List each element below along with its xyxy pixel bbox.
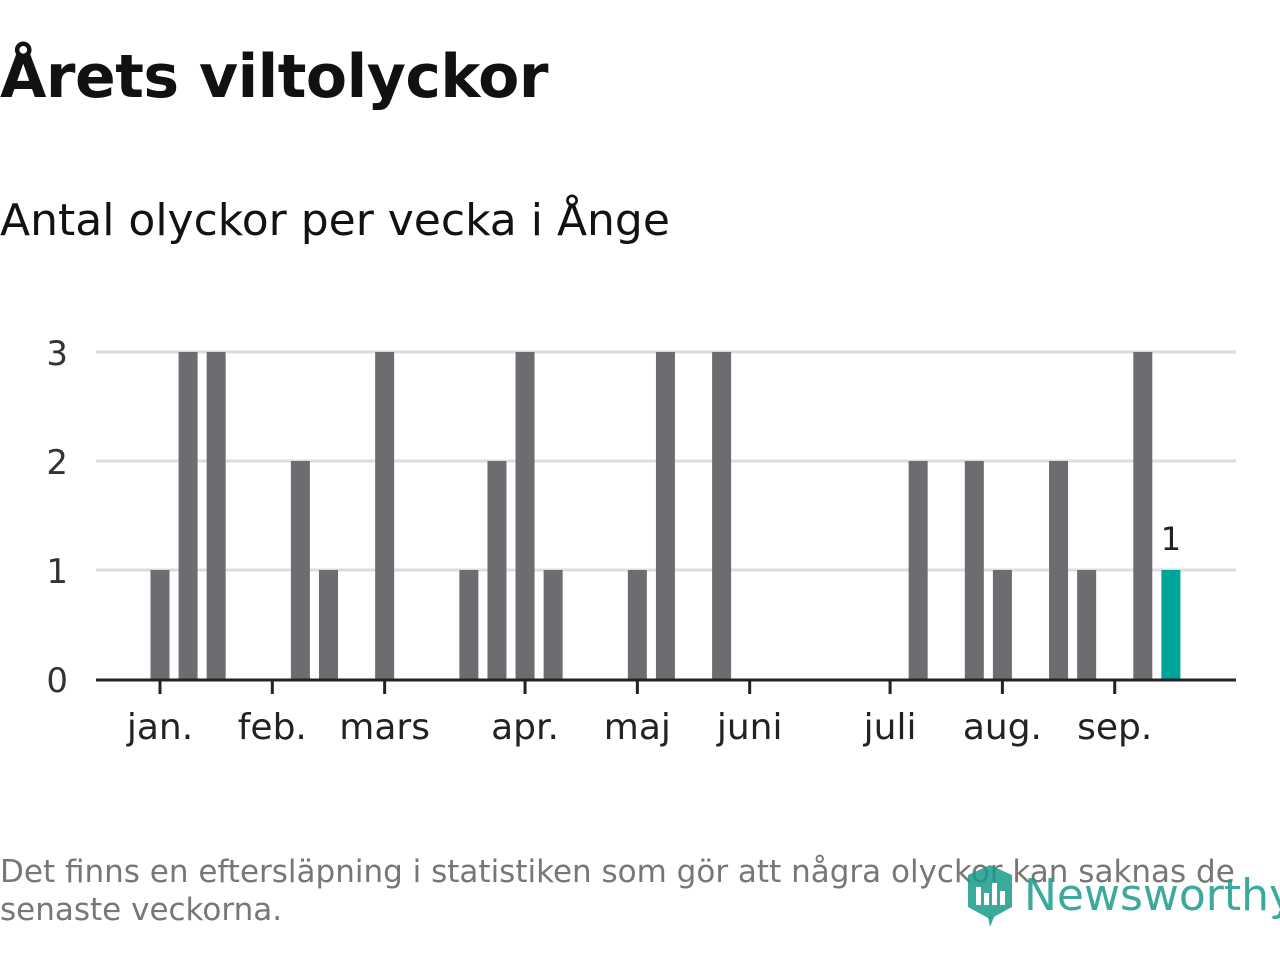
footnote: Det finns en eftersläpning i statistiken… <box>0 854 1235 928</box>
x-tick-label: aug. <box>963 707 1042 748</box>
bar-highlight <box>1161 570 1181 679</box>
bar <box>515 352 535 679</box>
bar <box>1049 461 1069 679</box>
bar <box>992 570 1012 679</box>
bar <box>655 352 675 679</box>
y-tick-label: 2 <box>46 443 68 483</box>
bar <box>206 352 226 679</box>
bar <box>1077 570 1097 679</box>
bar <box>487 461 507 679</box>
x-tick-label: juni <box>716 707 783 748</box>
newsworthy-logo: Newsworthy <box>964 860 1280 930</box>
bar <box>459 570 479 679</box>
x-tick-label: apr. <box>491 707 559 748</box>
y-tick-label: 0 <box>46 661 68 701</box>
bar <box>290 461 310 679</box>
newsworthy-logo-icon <box>968 865 1012 927</box>
bar <box>375 352 395 679</box>
bar <box>964 461 984 679</box>
bar <box>1133 352 1153 679</box>
x-tick-label: juli <box>863 707 917 748</box>
bar <box>543 570 563 679</box>
bar <box>318 570 338 679</box>
x-tick-label: maj <box>604 707 671 748</box>
bar-chart: 0 1 2 3 1 jan. feb. mars apr. maj juni juli aug. sep. <box>46 334 1236 748</box>
chart-title: Årets viltolyckor <box>0 42 549 112</box>
x-tick-label: jan. <box>126 707 193 748</box>
bar-value-label: 1 <box>1161 520 1181 558</box>
bar <box>908 461 928 679</box>
x-tick-label: mars <box>339 707 430 748</box>
y-tick-label: 3 <box>46 334 68 374</box>
bar <box>627 570 647 679</box>
x-tick-label: feb. <box>238 707 307 748</box>
x-tick-label: sep. <box>1077 707 1152 748</box>
chart-subtitle: Antal olyckor per vecka i Ånge <box>0 195 670 246</box>
bar <box>178 352 198 679</box>
logo-text: Newsworthy <box>1024 869 1280 921</box>
bar <box>712 352 732 679</box>
bar <box>150 570 170 679</box>
y-tick-label: 1 <box>46 552 68 592</box>
